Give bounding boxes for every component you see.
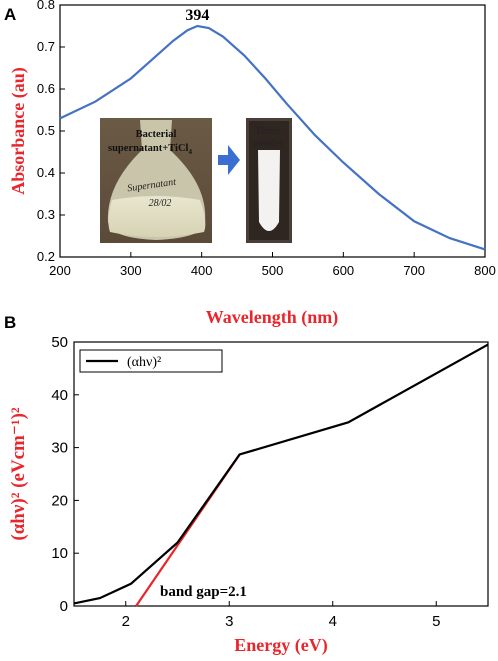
- panel-b-x-tick-label: 4: [329, 613, 337, 630]
- panel-a-y-tick-label: 0.7: [37, 39, 55, 54]
- tube-photo: Dried powder: [246, 118, 292, 243]
- panel-a-frame: [59, 4, 486, 258]
- panel-a-x-tick-label: 800: [474, 263, 496, 278]
- panel-a-y-axis-label: Absorbance (au): [8, 67, 29, 195]
- panel-a-y-tick-label: 0.4: [37, 165, 55, 180]
- panel-a-x-tick-label: 200: [49, 263, 71, 278]
- panel-a-x-tick-label: 500: [262, 263, 284, 278]
- panel-a-y-tick-label: 0.6: [37, 81, 55, 96]
- panel-a-x-tick-label: 700: [403, 263, 425, 278]
- panel-b-x-tick-label: 5: [432, 613, 440, 630]
- flask-handwriting-line2: 28/02: [149, 198, 172, 209]
- flask-caption-line1: Bacterial: [136, 129, 177, 140]
- tauc-series-line: [73, 343, 489, 605]
- peak-label: 394: [185, 7, 209, 24]
- legend-box: [79, 349, 223, 373]
- panel-b-y-tick-label: 0: [60, 598, 68, 615]
- panel-b-x-tick-label: 3: [225, 613, 233, 630]
- absorbance-series-line: [59, 24, 486, 251]
- panel-b-x-axis-label: Energy (eV): [234, 635, 327, 656]
- panel-b-y-tick-label: 30: [51, 440, 68, 457]
- panel-b-x-tick-label: 2: [122, 613, 130, 630]
- arrow-icon: [218, 145, 240, 175]
- panel-a-y-tick-label: 0.3: [37, 207, 55, 222]
- panel-a-y-tick-label: 0.8: [37, 0, 55, 12]
- panel-b-y-tick-label: 50: [51, 334, 68, 351]
- panel-a-x-tick-label: 600: [332, 263, 354, 278]
- legend: (αhν)²: [79, 349, 223, 373]
- legend-label: (αhν)²: [127, 355, 161, 370]
- band-gap-annotation: band gap=2.1: [160, 584, 247, 600]
- inset-photos: Bacterial supernatant+TiCl4 Supernatant …: [100, 118, 292, 243]
- panel-b-y-axis-label: (αhν)² (eVcm⁻¹)²: [8, 407, 29, 541]
- panel-b-y-tick-label: 20: [51, 492, 68, 509]
- flask-caption-line2: supernatant+TiCl4: [108, 143, 192, 156]
- tube-caption-line2: powder: [253, 138, 284, 149]
- panel-b-letter: B: [4, 313, 16, 332]
- panel-b-y-tick-label: 40: [51, 387, 68, 404]
- panel-b-y-tick-label: 10: [51, 545, 68, 562]
- panel-b-frame: [73, 341, 489, 607]
- panel-a-x-tick-label: 300: [120, 263, 142, 278]
- tube-caption-line1: Dried: [257, 126, 280, 137]
- panel-a-axes: 200 300 400 500 600 700 800 0.2 0.3 0.4 0.5 0.6 0.7 0…: [37, 0, 496, 278]
- panel-a-x-tick-label: 400: [191, 263, 213, 278]
- panel-a-y-tick-label: 0.5: [37, 123, 55, 138]
- flask-photo: Bacterial supernatant+TiCl4 Supernatant …: [100, 118, 212, 243]
- panel-a-x-axis-label: Wavelength (nm): [206, 307, 339, 328]
- panel-a-y-tick-label: 0.2: [37, 249, 55, 264]
- panel-a-letter: A: [4, 5, 16, 24]
